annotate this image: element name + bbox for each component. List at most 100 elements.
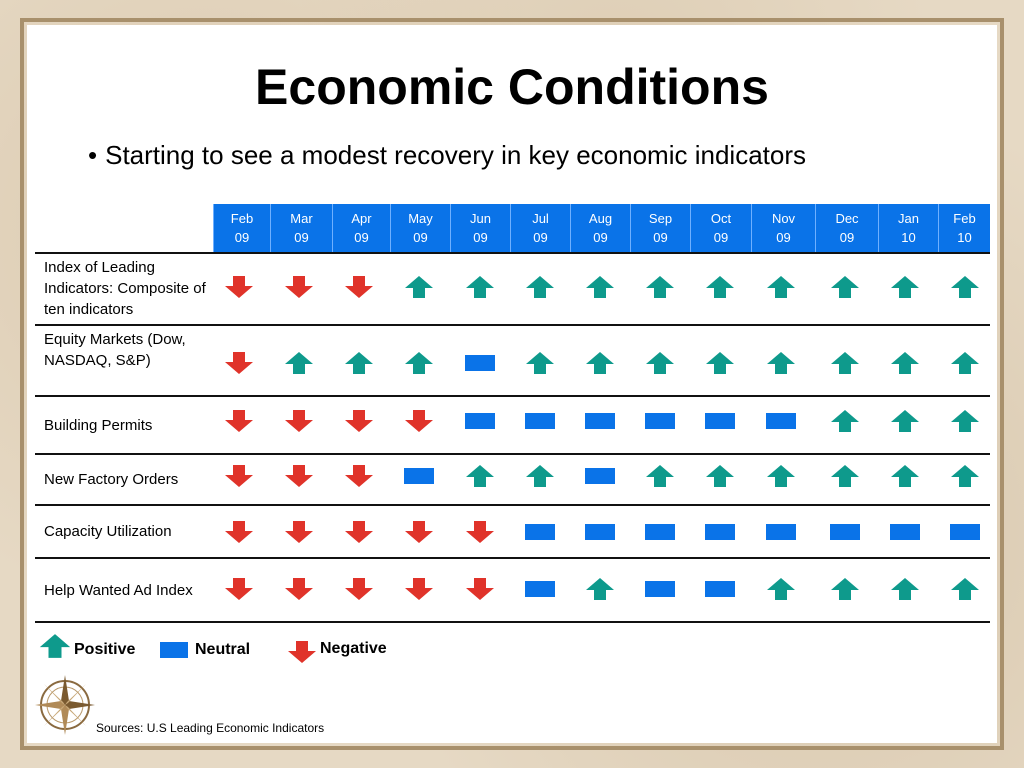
source-note: Sources: U.S Leading Economic Indicators: [96, 721, 325, 735]
month-name: Jan: [898, 211, 919, 226]
positive-indicator-icon: [465, 275, 495, 299]
positive-indicator-icon: [890, 275, 920, 299]
negative-indicator-icon: [404, 520, 434, 544]
month-year: 09: [234, 230, 250, 245]
month-name: May: [408, 211, 433, 226]
negative-indicator-icon: [224, 520, 254, 544]
month-name: Oct: [710, 211, 732, 226]
neutral-indicator-icon: [525, 413, 555, 429]
neutral-indicator-icon: [645, 413, 675, 429]
negative-indicator-icon: [224, 409, 254, 433]
positive-indicator-icon: [404, 275, 434, 299]
neutral-indicator-icon: [585, 468, 615, 484]
negative-indicator-icon: [344, 409, 374, 433]
positive-indicator-icon: [465, 464, 495, 488]
table-divider: [35, 504, 990, 506]
neutral-indicator-icon: [705, 524, 735, 540]
month-year: 09: [354, 230, 369, 245]
negative-indicator-icon: [284, 577, 314, 601]
neutral-indicator-icon: [585, 413, 615, 429]
month-header: May 09: [390, 204, 450, 252]
row-label: New Factory Orders: [44, 471, 179, 488]
neutral-indicator-icon: [705, 581, 735, 597]
row-label: Help Wanted Ad Index: [44, 582, 193, 599]
month-header: Dec 09: [815, 204, 878, 252]
legend-neutral-icon: [160, 642, 188, 658]
month-header-text: Nov 09: [772, 209, 795, 247]
slide-background: [27, 25, 997, 743]
positive-indicator-icon: [830, 275, 860, 299]
negative-indicator-icon: [224, 351, 254, 375]
table-divider: [35, 453, 990, 455]
month-header-text: Jun 09: [470, 209, 491, 247]
positive-indicator-icon: [344, 351, 374, 375]
month-header-text: Aug 09: [589, 209, 612, 247]
positive-indicator-icon: [585, 351, 615, 375]
month-name: Feb: [230, 211, 254, 226]
positive-indicator-icon: [525, 351, 555, 375]
slide-title: Economic Conditions: [255, 59, 769, 115]
neutral-indicator-icon: [465, 355, 495, 371]
positive-indicator-icon: [705, 275, 735, 299]
negative-indicator-icon: [284, 409, 314, 433]
month-header: Jul 09: [510, 204, 570, 252]
month-year: 09: [653, 230, 668, 245]
positive-indicator-icon: [404, 351, 434, 375]
month-header-text: Jan 10: [898, 209, 919, 247]
positive-indicator-icon: [890, 577, 920, 601]
negative-indicator-icon: [344, 275, 374, 299]
table-divider: [35, 324, 990, 326]
neutral-indicator-icon: [890, 524, 920, 540]
month-year: 09: [593, 230, 608, 245]
negative-indicator-icon: [344, 464, 374, 488]
month-year: 09: [713, 230, 729, 245]
positive-indicator-icon: [830, 351, 860, 375]
legend-positive-icon: [38, 633, 72, 659]
positive-indicator-icon: [585, 275, 615, 299]
neutral-indicator-icon: [645, 524, 675, 540]
legend-neutral-label: Neutral: [195, 641, 251, 658]
month-year: 09: [839, 230, 855, 245]
negative-indicator-icon: [224, 577, 254, 601]
positive-indicator-icon: [525, 464, 555, 488]
negative-indicator-icon: [344, 577, 374, 601]
neutral-indicator-icon: [465, 413, 495, 429]
neutral-indicator-icon: [645, 581, 675, 597]
neutral-indicator-icon: [525, 581, 555, 597]
positive-indicator-icon: [830, 409, 860, 433]
month-header-text: Feb 09: [231, 209, 253, 247]
negative-indicator-icon: [465, 520, 495, 544]
positive-indicator-icon: [645, 275, 675, 299]
positive-indicator-icon: [950, 577, 980, 601]
row-label: Capacity Utilization: [44, 523, 172, 540]
positive-indicator-icon: [766, 577, 796, 601]
neutral-indicator-icon: [766, 413, 796, 429]
positive-indicator-icon: [830, 464, 860, 488]
neutral-indicator-icon: [766, 524, 796, 540]
neutral-indicator-icon: [585, 524, 615, 540]
positive-indicator-icon: [525, 275, 555, 299]
table-divider: [35, 252, 990, 254]
positive-indicator-icon: [766, 464, 796, 488]
positive-indicator-icon: [284, 351, 314, 375]
positive-indicator-icon: [585, 577, 615, 601]
month-name: Aug: [588, 211, 613, 226]
month-year: 09: [473, 230, 488, 245]
month-header-text: Sep 09: [649, 209, 672, 247]
negative-indicator-icon: [344, 520, 374, 544]
neutral-indicator-icon: [525, 524, 555, 540]
positive-indicator-icon: [950, 275, 980, 299]
month-name: Sep: [648, 211, 673, 226]
month-year: 09: [294, 230, 309, 245]
subtitle-text: Starting to see a modest recovery in key…: [105, 140, 806, 170]
slide-border: [20, 18, 1004, 750]
month-header-text: Apr 09: [351, 209, 371, 247]
month-header: Sep 09: [630, 204, 690, 252]
positive-indicator-icon: [890, 409, 920, 433]
month-year: 09: [413, 230, 428, 245]
month-header-text: Oct 09: [711, 209, 731, 247]
month-year: 10: [901, 230, 916, 245]
row-label: Building Permits: [44, 417, 153, 434]
month-year: 09: [776, 230, 791, 245]
positive-indicator-icon: [890, 464, 920, 488]
